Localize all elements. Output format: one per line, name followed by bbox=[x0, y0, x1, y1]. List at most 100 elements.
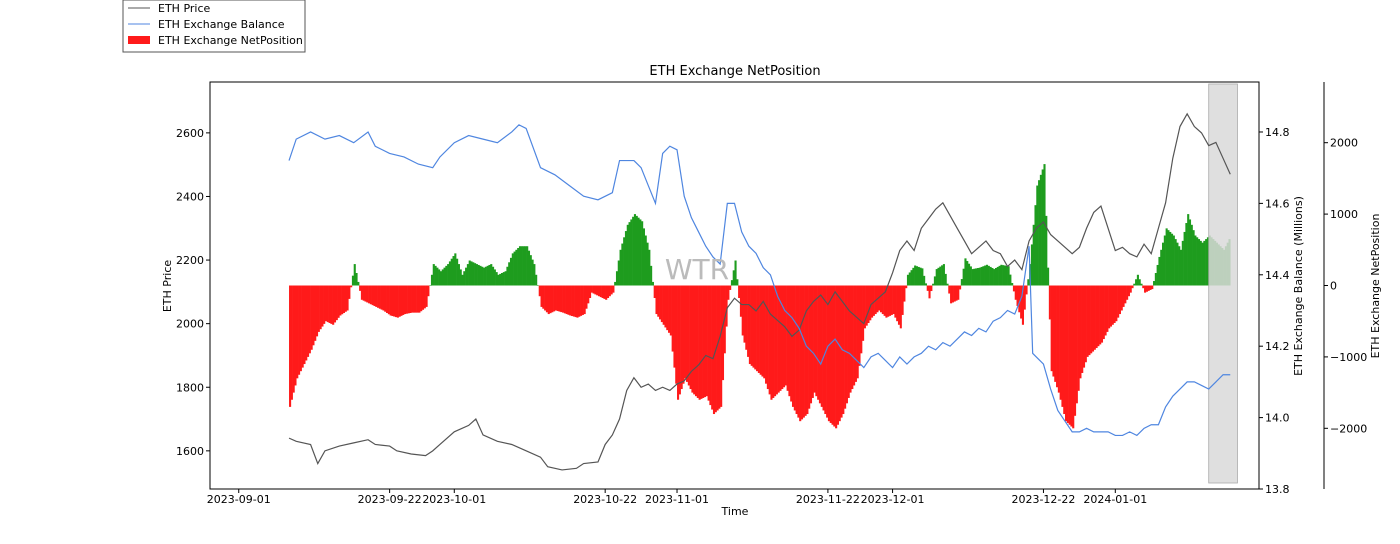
netposition-bar bbox=[296, 285, 299, 379]
netposition-bar bbox=[364, 285, 367, 302]
netposition-bar bbox=[747, 285, 750, 357]
netposition-bar bbox=[351, 275, 354, 286]
netposition-bar bbox=[791, 285, 795, 407]
netposition-bar bbox=[968, 263, 971, 286]
netposition-bar bbox=[438, 269, 441, 286]
netposition-bar bbox=[619, 249, 622, 286]
netposition-bar bbox=[772, 285, 775, 398]
netposition-bar bbox=[1160, 249, 1163, 286]
netposition-bar bbox=[308, 285, 311, 354]
netposition-bar bbox=[721, 285, 725, 381]
netposition-bar bbox=[788, 285, 791, 397]
netposition-bar bbox=[686, 285, 689, 382]
y-tick-label-netposition: −1000 bbox=[1330, 351, 1367, 364]
netposition-bar bbox=[1115, 285, 1118, 322]
netposition-bar bbox=[926, 285, 929, 291]
highlight-region bbox=[1208, 83, 1238, 484]
netposition-bar bbox=[712, 285, 716, 415]
netposition-bar bbox=[515, 249, 518, 286]
netposition-bar bbox=[783, 285, 786, 388]
netposition-bar bbox=[671, 285, 674, 352]
netposition-bar bbox=[535, 274, 538, 286]
netposition-bar bbox=[1072, 285, 1075, 429]
netposition-bar bbox=[991, 268, 994, 286]
netposition-bar bbox=[605, 285, 608, 300]
netposition-bar bbox=[335, 285, 338, 321]
netposition-bar bbox=[1014, 285, 1017, 300]
netposition-bar bbox=[824, 285, 827, 415]
netposition-bar bbox=[553, 285, 556, 312]
netposition-bar bbox=[996, 266, 999, 286]
netposition-bar bbox=[759, 285, 762, 375]
netposition-bar bbox=[732, 270, 735, 286]
netposition-bar bbox=[289, 285, 292, 407]
netposition-bar bbox=[483, 267, 486, 286]
netposition-bar bbox=[840, 285, 843, 418]
netposition-bar bbox=[766, 285, 769, 390]
netposition-bar bbox=[430, 274, 434, 286]
netposition-bar bbox=[549, 285, 552, 314]
netposition-bar bbox=[425, 285, 428, 307]
netposition-bar bbox=[375, 285, 378, 307]
netposition-bar bbox=[1108, 285, 1111, 329]
netposition-bar bbox=[827, 285, 830, 422]
netposition-bar bbox=[994, 268, 998, 286]
netposition-bar bbox=[1100, 285, 1104, 343]
netposition-bar bbox=[617, 260, 620, 286]
netposition-bar bbox=[540, 285, 543, 307]
netposition-bar bbox=[423, 285, 426, 309]
netposition-bar bbox=[1181, 240, 1184, 286]
netposition-bar bbox=[806, 285, 809, 415]
y-tick-label-netposition: 1000 bbox=[1330, 208, 1358, 221]
netposition-bar bbox=[1199, 240, 1202, 286]
netposition-bar bbox=[1068, 285, 1071, 425]
netposition-bar bbox=[993, 269, 996, 286]
netposition-bar bbox=[488, 264, 491, 286]
netposition-bar bbox=[1176, 242, 1179, 286]
netposition-bar bbox=[921, 268, 924, 286]
netposition-bar bbox=[344, 285, 347, 312]
netposition-bar bbox=[1206, 237, 1210, 286]
netposition-bar bbox=[831, 285, 834, 425]
netposition-bar bbox=[836, 285, 839, 425]
netposition-bar bbox=[452, 256, 455, 286]
netposition-bar bbox=[1144, 285, 1147, 293]
netposition-bar bbox=[1142, 285, 1145, 289]
netposition-bar bbox=[1032, 224, 1035, 286]
netposition-bar bbox=[1025, 285, 1028, 295]
netposition-bar bbox=[1127, 285, 1130, 297]
netposition-bar bbox=[969, 266, 972, 286]
netposition-bar bbox=[357, 281, 360, 286]
netposition-bar bbox=[596, 285, 599, 296]
netposition-bar bbox=[1126, 285, 1129, 300]
netposition-bar bbox=[973, 268, 976, 286]
netposition-bar bbox=[1165, 228, 1168, 286]
netposition-bar bbox=[903, 285, 906, 302]
netposition-bar bbox=[651, 281, 654, 286]
netposition-bar bbox=[858, 285, 861, 366]
netposition-bar bbox=[894, 285, 897, 318]
netposition-bar bbox=[371, 285, 374, 306]
netposition-bar bbox=[1065, 285, 1068, 422]
netposition-bar bbox=[623, 237, 626, 286]
netposition-bar bbox=[1102, 285, 1105, 340]
netposition-bar bbox=[389, 285, 392, 316]
netposition-bar bbox=[448, 261, 451, 286]
netposition-bar bbox=[809, 285, 813, 404]
netposition-bar bbox=[350, 285, 353, 288]
netposition-bar bbox=[804, 285, 807, 416]
netposition-bar bbox=[1003, 265, 1007, 286]
netposition-bar bbox=[517, 248, 520, 286]
netposition-bar bbox=[955, 285, 958, 301]
netposition-bar bbox=[531, 259, 534, 286]
netposition-bar bbox=[1091, 285, 1095, 352]
netposition-bar bbox=[888, 285, 892, 316]
netposition-bar bbox=[569, 285, 572, 316]
netposition-bar bbox=[538, 285, 541, 297]
netposition-bar bbox=[960, 279, 963, 286]
netposition-bar bbox=[844, 285, 847, 409]
netposition-bar bbox=[353, 264, 356, 286]
netposition-bar bbox=[500, 273, 504, 286]
netposition-bar bbox=[465, 267, 468, 286]
netposition-bar bbox=[811, 285, 814, 398]
